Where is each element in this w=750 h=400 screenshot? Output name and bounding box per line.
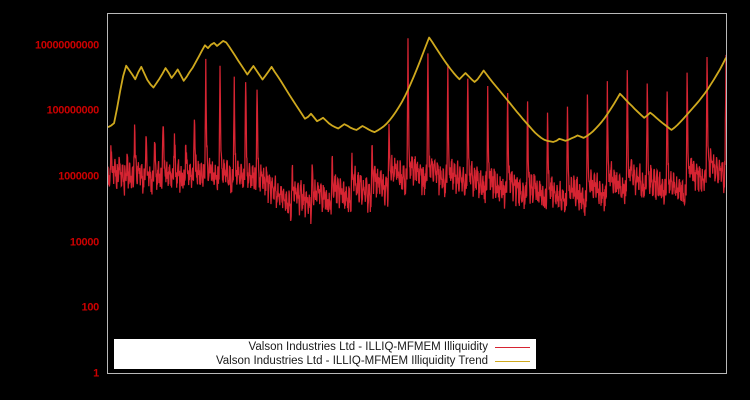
legend-entry-trend: Valson Industries Ltd - ILLIQ-MFMEM Illi…	[114, 354, 530, 368]
legend-swatch-illiquidity	[495, 346, 530, 348]
illiquidity-line	[108, 38, 726, 224]
series-trend	[108, 38, 726, 142]
legend-label-illiquidity: Valson Industries Ltd - ILLIQ-MFMEM Illi…	[248, 341, 488, 353]
legend-label-trend: Valson Industries Ltd - ILLIQ-MFMEM Illi…	[215, 355, 488, 367]
y-tick-label: 10000000000	[35, 39, 99, 52]
legend-swatch-trend	[495, 360, 530, 362]
plot-svg	[108, 14, 726, 373]
y-axis: 10000000000 100000000 1000000 10000 100 1	[0, 0, 107, 400]
y-tick-label: 100000000	[46, 104, 100, 117]
series-illiquidity	[108, 38, 726, 224]
legend-entry-illiquidity: Valson Industries Ltd - ILLIQ-MFMEM Illi…	[114, 340, 530, 354]
plot-area	[107, 13, 727, 374]
y-tick-label: 1	[93, 367, 99, 380]
y-tick-label: 1000000	[58, 170, 99, 183]
legend: Valson Industries Ltd - ILLIQ-MFMEM Illi…	[114, 339, 536, 369]
y-tick-label: 10000	[69, 236, 99, 249]
y-tick-label: 100	[81, 301, 100, 314]
trend-line	[108, 38, 726, 142]
